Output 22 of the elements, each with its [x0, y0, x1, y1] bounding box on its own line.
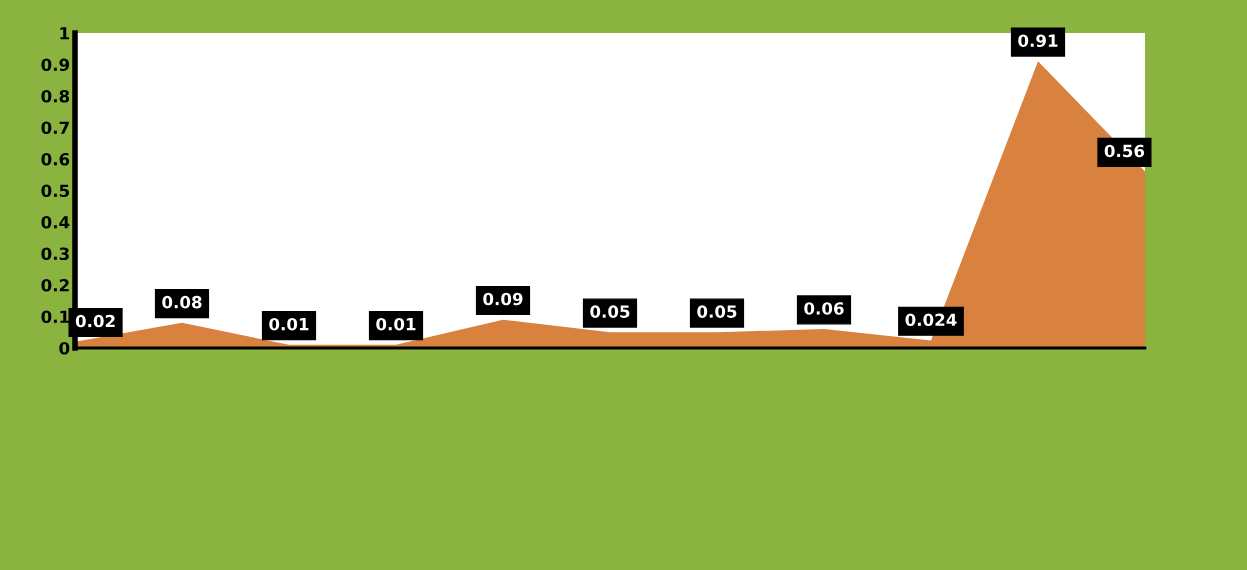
data-label: 0.05	[697, 305, 737, 318]
y-tick-label: 1	[60, 27, 69, 40]
data-label: 0.56	[1104, 144, 1145, 158]
data-label: 0.08	[162, 295, 202, 309]
y-tick-label: 0.4	[41, 215, 70, 229]
data-label: 0.02	[75, 314, 115, 328]
y-tick-label: 0.6	[41, 152, 70, 166]
y-tick-label: 0.5	[41, 184, 69, 198]
y-tick-label: 0.7	[41, 121, 69, 135]
data-label: 0.01	[269, 317, 309, 331]
data-label: 0.91	[1018, 34, 1058, 48]
data-label: 0.09	[483, 292, 523, 306]
data-label: 0.01	[376, 317, 416, 331]
data-label: 0.06	[804, 302, 844, 315]
y-tick-label: 0.9	[41, 58, 70, 72]
y-tick-label: 0.8	[41, 89, 70, 103]
y-tick-label: 0	[59, 341, 70, 355]
data-label: 0.024	[905, 313, 957, 327]
y-tick-label: 0.2	[41, 278, 69, 292]
y-tick-label: 0.1	[41, 310, 69, 324]
y-tick-label: 0.3	[41, 247, 69, 261]
data-label: 0.05	[590, 305, 630, 318]
